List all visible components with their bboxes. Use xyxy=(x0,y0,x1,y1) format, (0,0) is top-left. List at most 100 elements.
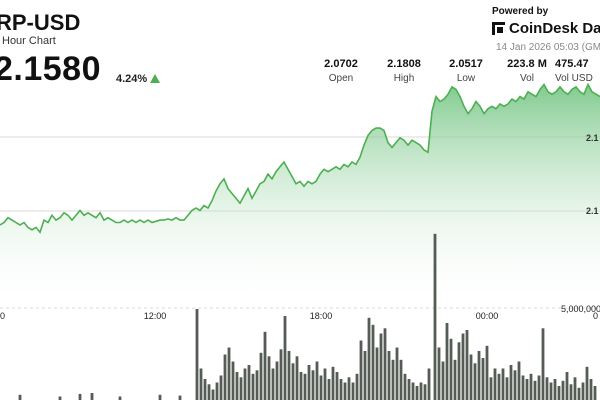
volume-bar xyxy=(433,233,437,400)
volume-bar xyxy=(493,368,497,400)
volume-bar xyxy=(561,380,565,400)
volume-bar xyxy=(585,366,589,400)
volume-bar xyxy=(449,338,453,400)
volume-bar xyxy=(513,370,517,400)
volume-bar xyxy=(195,309,199,400)
y-tick-label: 2.1 xyxy=(586,206,599,216)
volume-bar xyxy=(359,340,363,400)
volume-bar xyxy=(573,377,577,400)
stat-value: 2.0702 xyxy=(324,58,358,70)
volume-bar xyxy=(255,370,259,400)
timestamp: 14 Jan 2026 05:03 (GMT xyxy=(496,42,600,53)
volume-bar xyxy=(283,316,287,400)
volume-bar xyxy=(355,373,359,400)
volume-bar xyxy=(485,345,489,400)
volume-bar xyxy=(18,394,22,400)
volume-bar xyxy=(441,361,445,400)
volume-bar xyxy=(363,351,367,400)
chart-subtitle: Hour Chart xyxy=(2,35,56,47)
volume-bar xyxy=(118,396,122,400)
volume-bar xyxy=(343,382,347,400)
volume-bar xyxy=(311,370,315,400)
volume-bar xyxy=(315,361,319,400)
volume-bar xyxy=(243,368,247,400)
powered-by-label: Powered by xyxy=(492,6,549,17)
volume-bar xyxy=(407,379,411,400)
volume-bar xyxy=(423,384,427,400)
x-tick-label: 0 xyxy=(593,311,598,321)
volume-bar xyxy=(211,389,215,400)
coindesk-icon xyxy=(492,21,506,36)
volume-bar xyxy=(303,373,307,400)
volume-bar xyxy=(391,359,395,400)
volume-bar xyxy=(351,382,355,400)
volume-bar xyxy=(529,373,533,400)
volume-bar xyxy=(335,372,339,400)
volume-bar xyxy=(581,382,585,400)
volume-bar xyxy=(379,333,383,400)
volume-bar xyxy=(90,393,94,400)
volume-bar xyxy=(521,375,525,400)
volume-bar xyxy=(327,379,331,400)
price-line xyxy=(0,82,600,234)
volume-bar xyxy=(219,375,223,400)
volume-bar xyxy=(525,379,529,400)
volume-bar xyxy=(259,352,263,400)
y-axis-ticks: 2.1 2.1 5,000,000 xyxy=(561,133,600,314)
volume-bar xyxy=(399,359,403,400)
volume-bar xyxy=(299,372,303,400)
volume-bar xyxy=(271,368,275,400)
volume-bar xyxy=(367,317,371,400)
x-tick-label: 00:00 xyxy=(476,311,499,321)
volume-bar xyxy=(589,379,593,400)
volume-bar xyxy=(403,373,407,400)
volume-bar xyxy=(565,372,569,400)
volume-bar xyxy=(323,368,327,400)
price-area xyxy=(0,84,600,310)
brand-logo[interactable]: CoinDesk Data xyxy=(492,20,600,37)
volume-bar xyxy=(553,379,557,400)
volume-bar xyxy=(215,382,219,400)
volume-bar xyxy=(231,361,235,400)
volume-bar xyxy=(469,354,473,400)
volume-bar xyxy=(239,377,243,400)
x-tick-label: 12:00 xyxy=(144,311,167,321)
volume-bar xyxy=(461,333,465,400)
stat-label: Vol USD xyxy=(555,73,593,84)
x-tick-label: 0 xyxy=(0,311,5,321)
volume-bar xyxy=(251,373,255,400)
volume-bar xyxy=(549,382,553,400)
volume-bar xyxy=(375,347,379,400)
volume-bar xyxy=(415,386,419,400)
volume-bar xyxy=(427,368,431,400)
volume-bar xyxy=(58,396,62,400)
stat-label: Vol xyxy=(520,73,534,84)
volume-bar xyxy=(263,331,267,400)
volume-bar xyxy=(331,366,335,400)
stat-value: 223.8 M xyxy=(507,58,547,70)
stat-label: High xyxy=(393,73,415,84)
volume-bar xyxy=(235,372,239,400)
volume-bars xyxy=(18,233,597,400)
stat-high: 2.1808 High xyxy=(374,58,434,84)
volume-bar xyxy=(577,387,581,400)
volume-bar xyxy=(203,379,207,400)
volume-bar xyxy=(509,365,513,400)
volume-bar xyxy=(287,351,291,400)
volume-bar xyxy=(569,384,573,400)
volume-bar xyxy=(557,386,561,400)
stat-vol-usd: 475.47 Vol USD xyxy=(555,58,600,84)
stat-label: Open xyxy=(328,73,354,84)
volume-bar xyxy=(383,328,387,400)
volume-bar xyxy=(481,358,485,400)
volume-bar xyxy=(593,386,597,400)
volume-bar xyxy=(199,368,203,400)
volume-bar xyxy=(541,328,545,400)
y-tick-label: 5,000,000 xyxy=(561,304,600,314)
x-tick-label: 18:00 xyxy=(310,311,333,321)
volume-bar xyxy=(223,354,227,400)
volume-bar xyxy=(275,361,279,400)
volume-bar xyxy=(437,347,441,400)
volume-bar xyxy=(411,382,415,400)
